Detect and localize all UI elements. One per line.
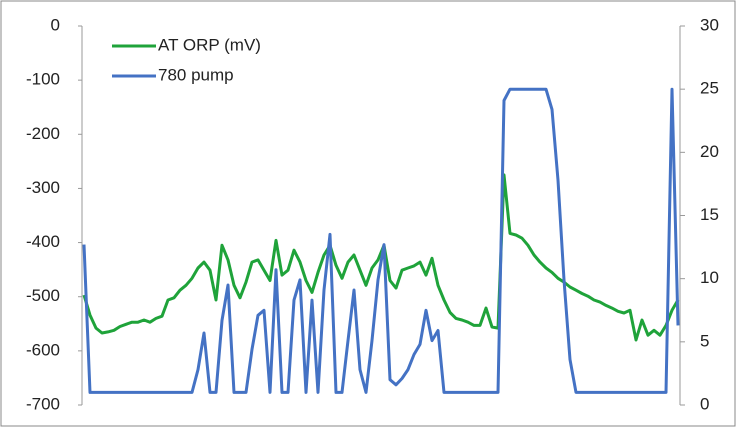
series-line	[82, 173, 680, 342]
y2-tick-label: 20	[700, 142, 719, 161]
legend-label: AT ORP (mV)	[158, 35, 261, 54]
y2-tick-label: 5	[700, 331, 709, 350]
y-tick-label: -400	[26, 232, 60, 251]
series-line	[82, 87, 680, 394]
y-tick-label: -100	[26, 70, 60, 89]
y2-tick-label: 10	[700, 268, 719, 287]
y2-tick-label: 15	[700, 205, 719, 224]
y-tick-label: -500	[26, 286, 60, 305]
legend-label: 780 pump	[158, 65, 234, 84]
y2-tick-label: 25	[700, 79, 719, 98]
y-tick-label: -300	[26, 178, 60, 197]
y-tick-label: -200	[26, 124, 60, 143]
y2-tick-label: 30	[700, 15, 719, 34]
y-tick-label: -700	[26, 394, 60, 413]
y-tick-label: -600	[26, 340, 60, 359]
y-tick-label: 0	[51, 15, 60, 34]
y2-tick-label: 0	[700, 394, 709, 413]
